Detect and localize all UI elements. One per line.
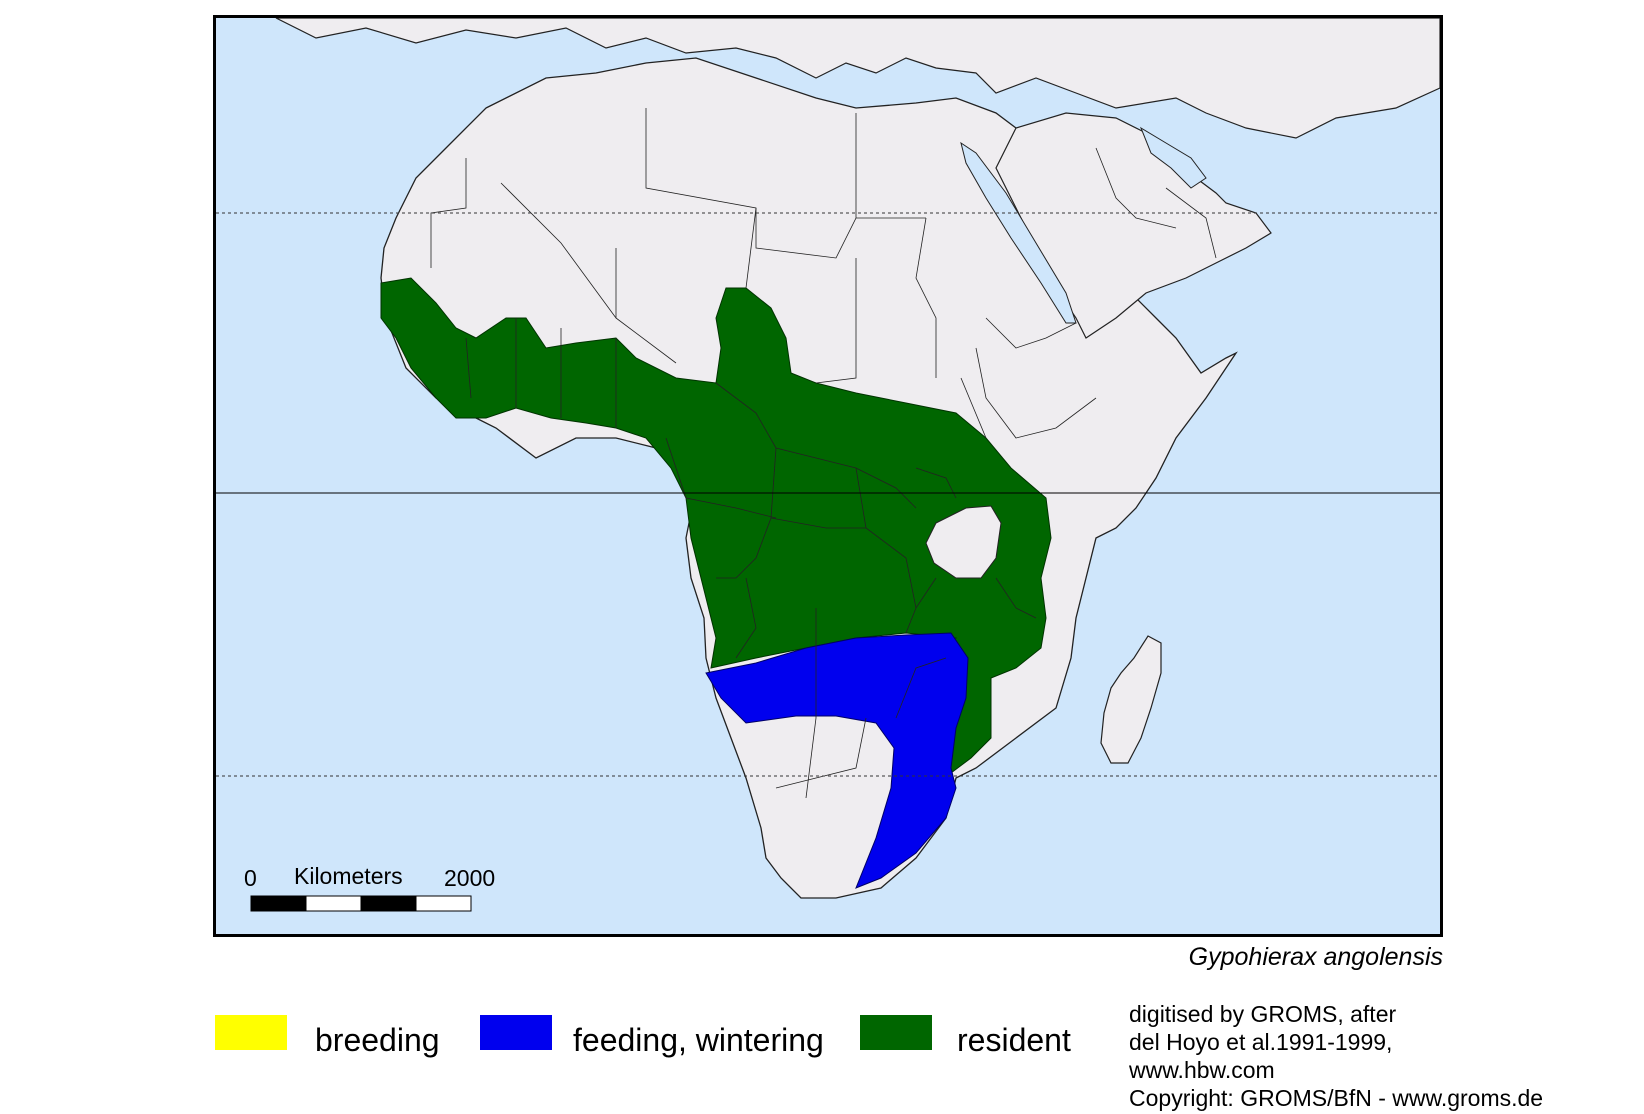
credits-line: digitised by GROMS, after (1129, 1001, 1397, 1027)
credits-line: del Hoyo et al.1991-1999, (1129, 1029, 1393, 1055)
scale-unit-label: Kilometers (294, 863, 403, 889)
credits-line: Copyright: GROMS/BfN - www.groms.de (1129, 1085, 1544, 1111)
red-sea (960, 141, 1077, 324)
scale-end-label: 2000 (444, 865, 496, 891)
feeding-wintering-range (705, 632, 969, 889)
madagascar (1100, 635, 1162, 764)
scale-bar (250, 895, 472, 912)
legend-label-feeding-wintering: feeding, wintering (573, 1022, 824, 1058)
legend-label-breeding: breeding (315, 1022, 440, 1058)
europe-landmass (275, 18, 1440, 139)
credits-line: www.hbw.com (1129, 1057, 1275, 1083)
lake-victoria-gap (925, 505, 1002, 579)
legend-swatch-feeding-wintering (480, 1015, 552, 1050)
legend-label-resident: resident (957, 1022, 1071, 1058)
range-map: 0 Kilometers 2000 (213, 15, 1443, 937)
persian-gulf (1139, 126, 1207, 189)
map-canvas (216, 18, 1440, 934)
legend-swatch-breeding (215, 1015, 287, 1050)
scale-start-label: 0 (244, 865, 257, 891)
species-name: Gypohierax angolensis (1188, 943, 1443, 971)
legend-swatch-resident (860, 1015, 932, 1050)
country-borders (430, 108, 1217, 799)
credits-block: digitised by GROMS, after del Hoyo et al… (1129, 1000, 1543, 1112)
resident-range (380, 277, 1052, 774)
